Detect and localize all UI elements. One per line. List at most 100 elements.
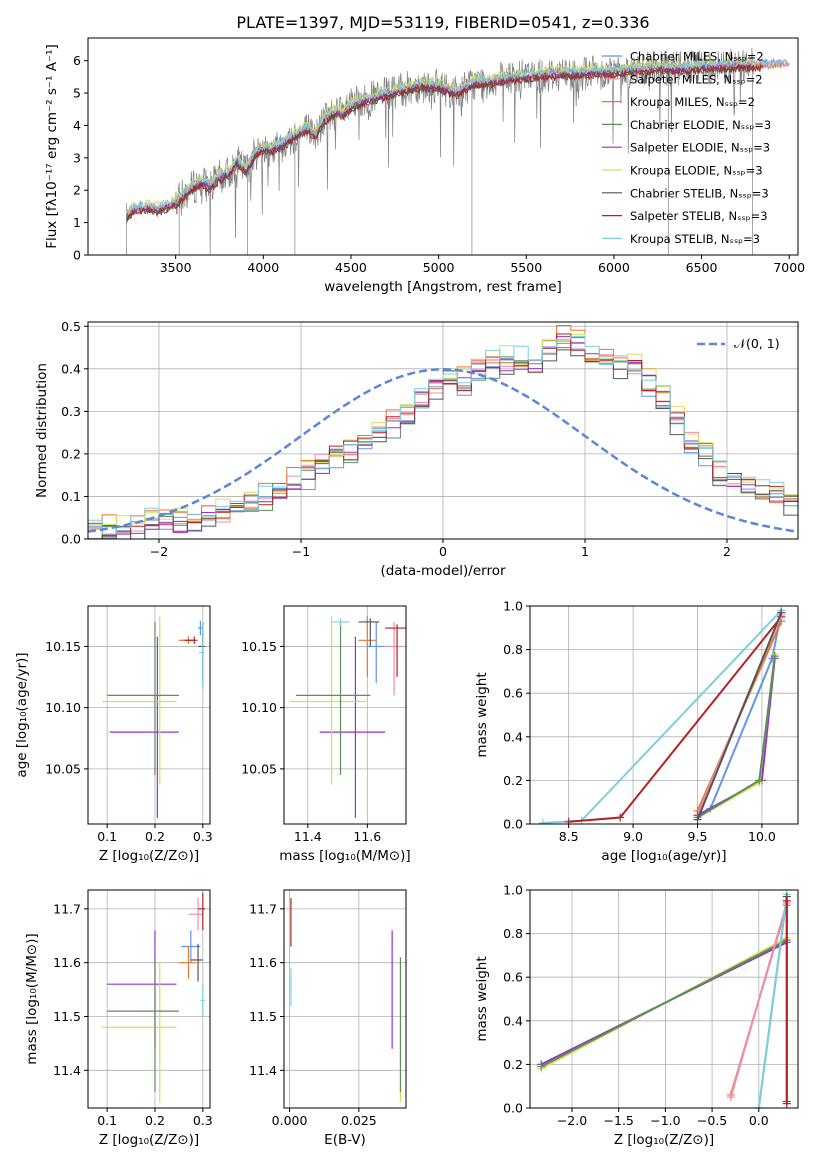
model-spectrum-line [126, 58, 790, 215]
residuals-panel: −2 −1 0 1 2 0.0 0.1 0.2 0.3 0.4 0.5 (data-model)/er… [34, 319, 799, 579]
x-axis-label: wavelength [Angstrom, rest frame] [324, 279, 562, 295]
errorbar-point [385, 621, 404, 696]
errorbar-point [200, 984, 206, 1017]
y-tick-label: 2 [73, 183, 81, 198]
y-tick-label: 11.7 [53, 901, 81, 916]
x-tick-label: −1.0 [650, 1113, 680, 1128]
legend-entry-label: Kroupa ELODIE, Nₛₛₚ=3 [630, 164, 763, 178]
x-tick-label: 9.0 [623, 829, 643, 844]
y-tick-label: 3 [73, 150, 81, 165]
model-spectrum-line [126, 63, 764, 222]
y-axis-label: age [log₁₀(age/yr)] [14, 652, 30, 777]
y-tick-label: 0.6 [503, 970, 523, 985]
mass-weight-marker [770, 652, 779, 661]
y-tick-label: 0 [73, 248, 81, 263]
axes-frame [87, 37, 799, 256]
x-tick-label: 10.0 [748, 829, 776, 844]
y-tick-label: 0.2 [503, 1057, 523, 1072]
errorbar-point [102, 962, 177, 1103]
y-tick-label: 1.0 [503, 599, 523, 614]
residual-histogram [88, 335, 798, 535]
axes-frame [283, 605, 407, 825]
y-tick-label: 10.05 [241, 761, 277, 776]
y-tick-label: 1.0 [503, 883, 523, 898]
mass-weight-line [729, 902, 788, 1098]
mass-vs-age-panel: 11.4 11.6 10.05 10.10 10.15 mass [log₁₀(M/M⊙)… [241, 605, 411, 864]
x-tick-label: 2 [723, 544, 731, 559]
x-tick-label: 0.3 [193, 1113, 213, 1128]
y-tick-label: 0.5 [61, 319, 81, 334]
x-tick-label: −1 [292, 544, 310, 559]
y-tick-label: 0.3 [61, 404, 81, 419]
z-vs-age-panel: 0.1 0.2 0.3 10.05 10.10 10.15 Z [log₁₀(Z/Z⊙)] a… [14, 605, 213, 864]
x-axis-label: E(B-V) [324, 1132, 366, 1148]
errorbar-point [178, 946, 196, 979]
x-axis-label: Z [log₁₀(Z/Z⊙)] [99, 1132, 199, 1148]
axes-frame [529, 605, 799, 825]
errorbar-point [107, 957, 179, 1092]
x-tick-label: 9.5 [688, 829, 708, 844]
x-tick-label: 3500 [160, 260, 192, 275]
y-axis-label: mass weight [474, 672, 490, 757]
ebv-vs-mass-panel: 0.000 0.025 11.4 11.5 11.6 11.7 E(B-V) [249, 889, 407, 1148]
plot-area [102, 892, 206, 1103]
x-tick-label: 0.000 [272, 1113, 308, 1128]
x-tick-label: −0.5 [697, 1113, 727, 1128]
y-axis-label: Normed distribution [34, 363, 50, 498]
y-axis-label: mass weight [474, 956, 490, 1041]
x-tick-label: 0.2 [145, 1113, 165, 1128]
plot-area [289, 615, 406, 818]
residual-histogram [88, 333, 798, 539]
x-tick-label: 5500 [510, 260, 542, 275]
legend-entry-label: Chabrier MILES, Nₛₛₚ=2 [630, 50, 764, 64]
plot-area [537, 890, 791, 1108]
y-tick-label: 5 [73, 86, 81, 101]
y-tick-label: 10.15 [45, 639, 81, 654]
y-tick-label: 1 [73, 215, 81, 230]
plot-area [538, 606, 786, 824]
plot-area [290, 898, 402, 1103]
mass-weight-marker [782, 896, 791, 905]
legend-entry-label: Chabrier STELIB, Nₛₛₚ=3 [630, 186, 769, 200]
x-tick-label: 0.3 [193, 829, 213, 844]
y-tick-label: 0.0 [503, 817, 523, 832]
errorbar-point [295, 621, 371, 776]
y-tick-label: 0.0 [61, 532, 81, 547]
mass-weight-marker [726, 1093, 735, 1102]
errorbar-point [181, 930, 201, 963]
mass-weight-series [693, 608, 786, 824]
y-tick-label: 11.4 [249, 1063, 277, 1078]
errorbar-point [289, 615, 368, 785]
y-tick-label: 0.1 [61, 489, 81, 504]
mass-weight-line [757, 894, 788, 1108]
y-tick-label: 11.6 [53, 955, 81, 970]
age-vs-massweight-panel: 8.5 9.0 9.5 10.0 0.0 0.2 0.4 0.6 0.8 1.0 age [log₁… [474, 599, 799, 864]
y-tick-label: 0.2 [61, 446, 81, 461]
mass-weight-marker [755, 776, 764, 785]
x-tick-label: 11.6 [353, 829, 381, 844]
mass-weight-marker [564, 817, 573, 824]
axes-frame [87, 889, 211, 1109]
y-tick-label: 11.7 [249, 901, 277, 916]
normal-reference-curve [88, 368, 798, 533]
mass-weight-marker [537, 1062, 546, 1071]
errorbar-point [319, 636, 386, 818]
x-tick-label: 1 [581, 544, 589, 559]
y-tick-label: 0.4 [503, 1013, 523, 1028]
x-tick-label: 0 [439, 544, 447, 559]
x-axis-label: mass [log₁₀(M/M⊙)] [279, 848, 410, 864]
errorbar-point [198, 620, 203, 636]
legend-entry-label: Salpeter STELIB, Nₛₛₚ=3 [630, 209, 768, 223]
y-tick-label: 0.6 [503, 686, 523, 701]
spectrum-panel: 3500 4000 4500 5000 5500 6000 6500 7000 0 1 2 3 4 5 6 w… [44, 37, 805, 295]
y-axis-label: mass [log₁₀(M/M⊙)] [24, 933, 40, 1064]
x-tick-label: 6500 [686, 260, 718, 275]
x-tick-label: 0.0 [749, 1113, 769, 1128]
legend-entry-label: Chabrier ELODIE, Nₛₛₚ=3 [630, 118, 771, 132]
y-tick-label: 0.8 [503, 642, 523, 657]
legend-entry-label: 𝒩(0, 1) [734, 336, 780, 351]
x-axis-label: Z [log₁₀(Z/Z⊙)] [614, 1132, 714, 1148]
mass-weight-marker [782, 1099, 791, 1108]
legend-entry-label: Salpeter MILES, Nₛₛₚ=2 [630, 72, 763, 86]
